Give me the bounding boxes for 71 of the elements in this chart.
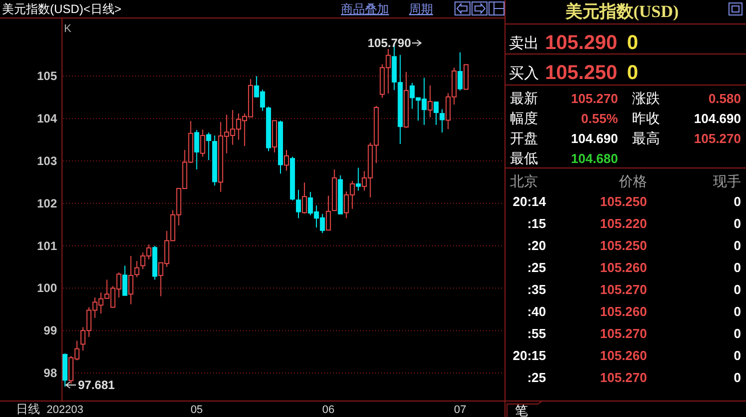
y-tick-label: 101 <box>36 238 58 253</box>
text: 昨收 <box>632 110 660 126</box>
text: 105.260 <box>600 304 647 319</box>
x-tick-label: 202203 <box>46 404 84 416</box>
y-tick-label: 100 <box>36 281 58 296</box>
text: 105.220 <box>600 216 647 231</box>
annotation: 105.790 <box>368 36 412 50</box>
text: 最新 <box>510 90 538 106</box>
text: 105.270 <box>600 326 647 341</box>
x-tick-label: 06 <box>322 404 335 416</box>
text: 涨跌 <box>632 90 660 106</box>
x-tick-label: 05 <box>190 404 203 416</box>
text: 买入 <box>509 65 539 82</box>
text: 0 <box>734 260 741 275</box>
text: 105.250 <box>600 238 647 253</box>
text: :55 <box>527 326 546 341</box>
text: 北京 <box>510 173 538 189</box>
annotation: K <box>64 23 72 35</box>
text: 开盘 <box>510 130 538 146</box>
text: 105.270 <box>571 91 618 106</box>
y-tick-label: 105 <box>36 69 58 84</box>
text: 104.690 <box>571 131 618 146</box>
text: 笔 <box>515 403 528 417</box>
text: 0.55% <box>581 111 618 126</box>
text: 最高 <box>632 130 660 146</box>
text: 0 <box>734 238 741 253</box>
y-tick-label: 98 <box>44 366 58 380</box>
text: 20:15 <box>512 348 546 363</box>
text: 105.290 <box>545 32 618 54</box>
text: 卖出 <box>509 35 539 52</box>
text: 商品叠加 <box>341 2 389 16</box>
text: 0 <box>734 282 741 297</box>
text: 0 <box>734 194 741 209</box>
text: 104.680 <box>571 151 618 166</box>
text: :25 <box>527 260 546 275</box>
text: 现手 <box>713 173 741 189</box>
y-tick-label: 103 <box>36 154 58 168</box>
text: 104.690 <box>694 111 741 126</box>
text: 美元指数(USD) <box>564 2 679 21</box>
text: 0 <box>734 304 741 319</box>
text: 幅度 <box>510 110 538 126</box>
y-tick-label: 104 <box>36 112 58 126</box>
text: :35 <box>527 282 546 297</box>
text: 0 <box>734 326 741 341</box>
text: 20:14 <box>512 194 547 209</box>
text: 0 <box>627 32 638 54</box>
text: 最低 <box>510 150 538 166</box>
text: 105.250 <box>600 194 647 209</box>
text: 105.270 <box>600 370 647 385</box>
text: 105.260 <box>600 348 647 363</box>
text: 0 <box>734 348 741 363</box>
text: 周期 <box>409 2 433 16</box>
text: 0.580 <box>708 91 741 106</box>
text: 价格 <box>618 173 647 189</box>
text: 105.270 <box>600 282 647 297</box>
text: 0 <box>734 370 741 385</box>
text: :15 <box>527 216 546 231</box>
text: 0 <box>734 216 741 231</box>
text: :20 <box>527 238 546 253</box>
text: 105.260 <box>600 260 647 275</box>
text: :25 <box>527 370 546 385</box>
text: 105.270 <box>694 131 741 146</box>
text: :40 <box>527 304 546 319</box>
x-axis-title: 日线 <box>16 402 40 416</box>
annotation: 97.681 <box>78 378 116 392</box>
chart-title: 美元指数(USD)<日线> <box>2 2 122 16</box>
text: 105.250 <box>545 62 618 84</box>
y-tick-label: 99 <box>44 324 58 338</box>
text: 0 <box>627 62 638 84</box>
y-tick-label: 102 <box>36 196 58 210</box>
x-tick-label: 07 <box>454 404 466 416</box>
